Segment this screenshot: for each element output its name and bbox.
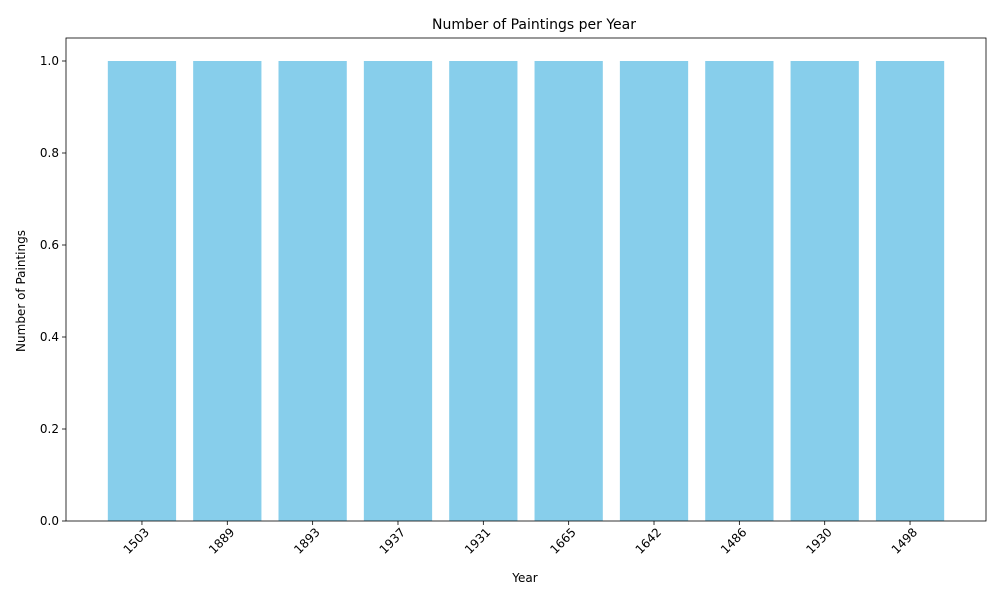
- plot-border: [65, 37, 987, 522]
- y-tick-label: 0.8: [40, 146, 59, 160]
- bar-1498: [875, 61, 945, 521]
- bar-1642: [619, 61, 689, 521]
- x-axis-ticks: 1503 1889 1893 1937 1931 1665 1642 1486 1930 1498: [121, 521, 920, 557]
- bar-1931: [449, 61, 518, 521]
- x-tick-label: 1889: [206, 525, 237, 556]
- bar-1893: [278, 61, 347, 521]
- x-tick-label: 1931: [462, 525, 493, 556]
- bar-1665: [534, 61, 603, 521]
- x-tick-label: 1893: [291, 525, 322, 556]
- x-tick-label: 1930: [803, 525, 834, 556]
- y-axis-ticks: 0.0 0.2 0.4 0.6 0.8 1.0: [40, 54, 66, 528]
- x-tick-label: 1486: [718, 525, 749, 556]
- x-tick-label: 1642: [633, 525, 664, 556]
- bar-1486: [705, 61, 774, 521]
- chart-title: Number of Paintings per Year: [432, 17, 636, 33]
- bar-1937: [363, 61, 433, 521]
- x-tick-label: 1503: [121, 525, 152, 556]
- bar-1889: [193, 61, 262, 521]
- x-tick-label: 1498: [889, 525, 920, 556]
- axes-frame: [65, 37, 987, 522]
- y-tick-label: 0.0: [40, 514, 59, 528]
- x-axis-label: Year: [511, 571, 537, 585]
- y-axis-label: Number of Paintings: [14, 230, 28, 352]
- bar-1503: [107, 61, 177, 521]
- x-tick-label: 1937: [377, 525, 408, 556]
- x-tick-label: 1665: [547, 525, 578, 556]
- bar-1930: [790, 61, 859, 521]
- y-tick-label: 0.2: [40, 422, 59, 436]
- y-tick-label: 0.6: [40, 238, 59, 252]
- bars-group: [107, 61, 945, 521]
- y-tick-label: 1.0: [40, 54, 59, 68]
- y-tick-label: 0.4: [40, 330, 59, 344]
